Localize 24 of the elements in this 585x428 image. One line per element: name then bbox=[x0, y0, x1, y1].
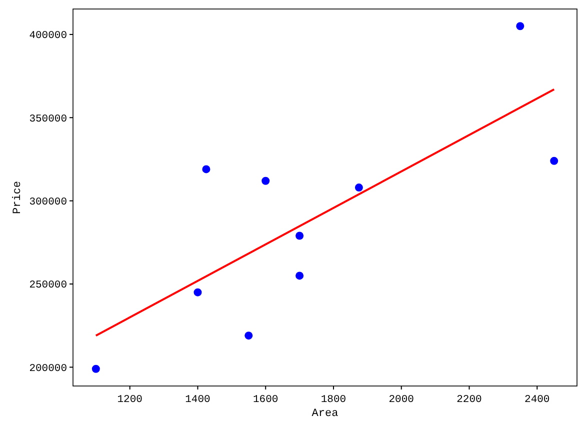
y-tick-label: 300000 bbox=[29, 196, 67, 208]
x-tick-label: 1800 bbox=[320, 394, 346, 406]
point bbox=[92, 364, 100, 373]
y-tick-label: 200000 bbox=[29, 362, 67, 375]
x-tick-label: 1400 bbox=[185, 394, 210, 406]
y-tick-label: 250000 bbox=[29, 280, 67, 292]
point bbox=[296, 272, 304, 280]
y-tick-label: 400000 bbox=[29, 30, 67, 42]
x-tick-label: 1200 bbox=[117, 394, 142, 406]
point bbox=[354, 184, 363, 192]
point bbox=[262, 176, 270, 185]
point bbox=[296, 232, 304, 240]
point bbox=[202, 165, 210, 174]
point bbox=[550, 156, 558, 165]
x-tick-label: 1600 bbox=[252, 394, 278, 406]
x-tick-label: 2000 bbox=[388, 394, 414, 406]
x-tick-label: 2400 bbox=[524, 394, 550, 406]
x-axis-title: Area bbox=[312, 408, 339, 420]
y-tick-label: 350000 bbox=[29, 113, 67, 126]
point bbox=[516, 22, 524, 30]
y-axis-title: Price bbox=[12, 180, 24, 214]
x-tick-label: 2200 bbox=[456, 394, 482, 406]
point bbox=[194, 288, 202, 296]
point bbox=[244, 332, 253, 340]
